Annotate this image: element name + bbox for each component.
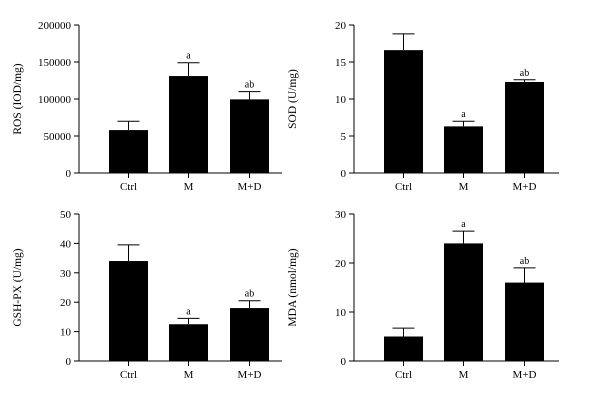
y-axis-label: ROS (IOD/mg) (12, 63, 24, 134)
bar-ctrl (109, 130, 148, 173)
y-tick-label: 0 (341, 356, 347, 368)
chart-panel-1: 0 50000 100000 150000 200000 ROS (IOD/mg) Ctrl… (12, 20, 282, 193)
y-tick-label: 200000 (38, 20, 72, 32)
chart-panel-3: 0 10 20 30 40 50 GSH-PX (U/mg) Ctrl Ma M+D ab (12, 209, 282, 381)
bar-ctrl (384, 336, 423, 361)
bar-m (169, 76, 208, 173)
y-tick-label: 50 (60, 209, 72, 221)
significance-label: ab (520, 68, 529, 79)
significance-label: a (461, 109, 466, 120)
bar-ctrl (384, 50, 423, 173)
bar-m (444, 243, 483, 361)
x-tick-label: Ctrl (395, 369, 412, 381)
x-tick-label: M (459, 369, 469, 381)
y-axis-label: GSH-PX (U/mg) (12, 248, 24, 326)
chart-panel-2: 0 5 10 15 20 SOD (U/mg) Ctrl Ma M+D ab (287, 20, 559, 193)
y-tick-label: 30 (335, 209, 347, 221)
significance-label: ab (520, 256, 529, 267)
significance-label: a (186, 306, 191, 317)
bar-m-plus-d (505, 282, 544, 361)
y-tick-label: 0 (66, 168, 72, 180)
y-tick-label: 15 (335, 57, 347, 69)
x-tick-label: Ctrl (120, 181, 137, 193)
x-tick-label: M+D (513, 181, 537, 193)
y-tick-label: 20 (60, 297, 72, 309)
x-tick-label: M (184, 369, 194, 381)
x-tick-label: M (184, 181, 194, 193)
y-tick-label: 30 (60, 268, 72, 280)
bar-m (444, 126, 483, 173)
y-tick-label: 40 (60, 238, 72, 250)
x-tick-label: Ctrl (395, 181, 412, 193)
y-axis-label: SOD (U/mg) (287, 69, 299, 129)
x-tick-label: M+D (238, 181, 262, 193)
significance-label: ab (245, 80, 254, 91)
bar-m (169, 324, 208, 361)
y-tick-label: 100000 (38, 94, 72, 106)
y-tick-label: 20 (335, 20, 347, 32)
bar-m-plus-d (505, 81, 544, 173)
significance-label: ab (245, 289, 254, 300)
y-tick-label: 20 (335, 258, 347, 270)
y-tick-label: 150000 (38, 57, 72, 69)
y-tick-label: 10 (335, 94, 347, 106)
bar-m-plus-d (230, 308, 269, 361)
x-tick-label: M+D (238, 369, 262, 381)
y-axis-label: MDA (nmol/mg) (287, 248, 299, 326)
x-tick-label: Ctrl (120, 369, 137, 381)
y-tick-label: 10 (335, 307, 347, 319)
y-tick-label: 0 (341, 168, 347, 180)
significance-label: a (186, 51, 191, 62)
significance-label: a (461, 219, 466, 230)
y-tick-label: 50000 (44, 131, 72, 143)
y-tick-label: 10 (60, 327, 72, 339)
y-tick-label: 0 (66, 356, 72, 368)
y-tick-label: 5 (341, 131, 347, 143)
bar-ctrl (109, 261, 148, 361)
x-tick-label: M+D (513, 369, 537, 381)
chart-panel-4: 0 10 20 30 MDA (nmol/mg) Ctrl Ma M+D ab (287, 209, 559, 381)
bar-m-plus-d (230, 99, 269, 173)
x-tick-label: M (459, 181, 469, 193)
